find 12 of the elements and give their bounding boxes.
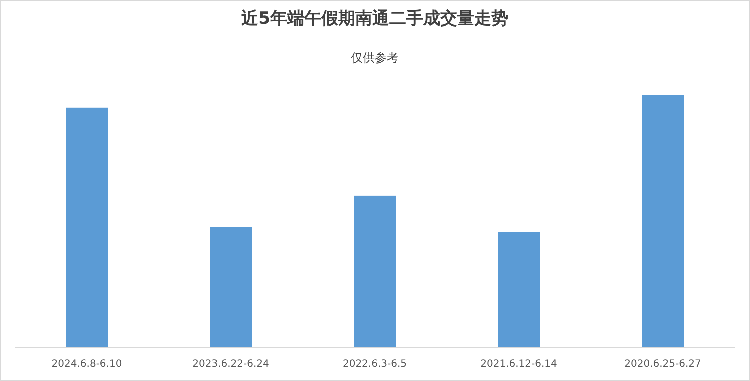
bar xyxy=(354,196,396,348)
x-tick-label: 2021.6.12-6.14 xyxy=(480,359,558,370)
x-tick-label: 2024.6.8-6.10 xyxy=(52,359,122,370)
x-tick-label: 2022.6.3-6.5 xyxy=(342,359,408,370)
x-tick-label: 2020.6.25-6.27 xyxy=(624,359,702,370)
chart-subtitle: 仅供参考 xyxy=(351,51,399,65)
bar xyxy=(498,232,540,348)
bar xyxy=(642,95,684,348)
x-tick-label: 2023.6.22-6.24 xyxy=(192,359,270,370)
chart-title: 近5年端午假期南通二手成交量走势 xyxy=(240,9,508,29)
bar xyxy=(210,227,252,348)
bar xyxy=(66,108,108,348)
